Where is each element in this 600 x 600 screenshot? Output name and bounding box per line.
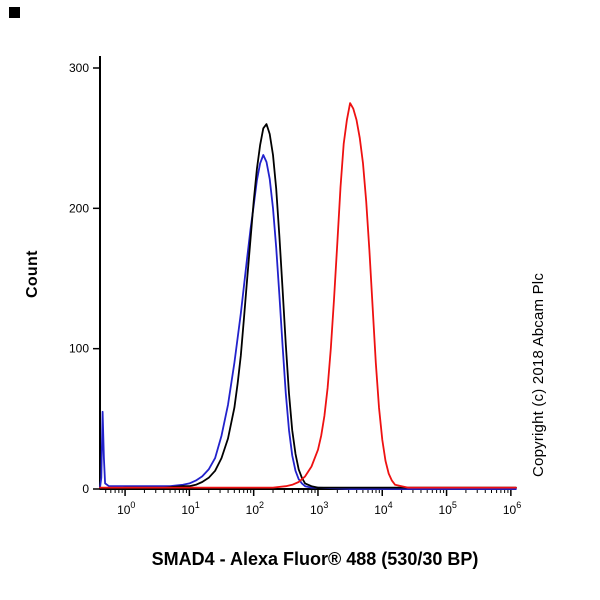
figure-title: SMAD4 - Alexa Fluor® 488 (530/30 BP)	[151, 549, 479, 569]
red-curve	[99, 102, 517, 489]
copyright-text: Copyright (c) 2018 Abcam Plc	[530, 272, 547, 477]
x-tick-label: 103	[310, 500, 328, 517]
y-tick-label: 100	[69, 342, 89, 356]
x-tick-label: 100	[117, 500, 135, 517]
x-tick-label: 106	[503, 500, 521, 517]
black-curve	[99, 123, 517, 490]
y-axis-label: Count	[24, 250, 41, 298]
x-tick-label: 101	[181, 500, 199, 517]
x-tick-label: 102	[246, 500, 264, 517]
corner-artifact-mark	[9, 7, 20, 18]
y-tick-label: 200	[69, 201, 89, 215]
blue-curve	[99, 154, 517, 490]
x-tick-label: 105	[439, 500, 457, 517]
y-tick-label: 300	[69, 61, 89, 75]
x-tick-label: 104	[374, 500, 392, 517]
y-tick-label: 0	[82, 482, 89, 496]
